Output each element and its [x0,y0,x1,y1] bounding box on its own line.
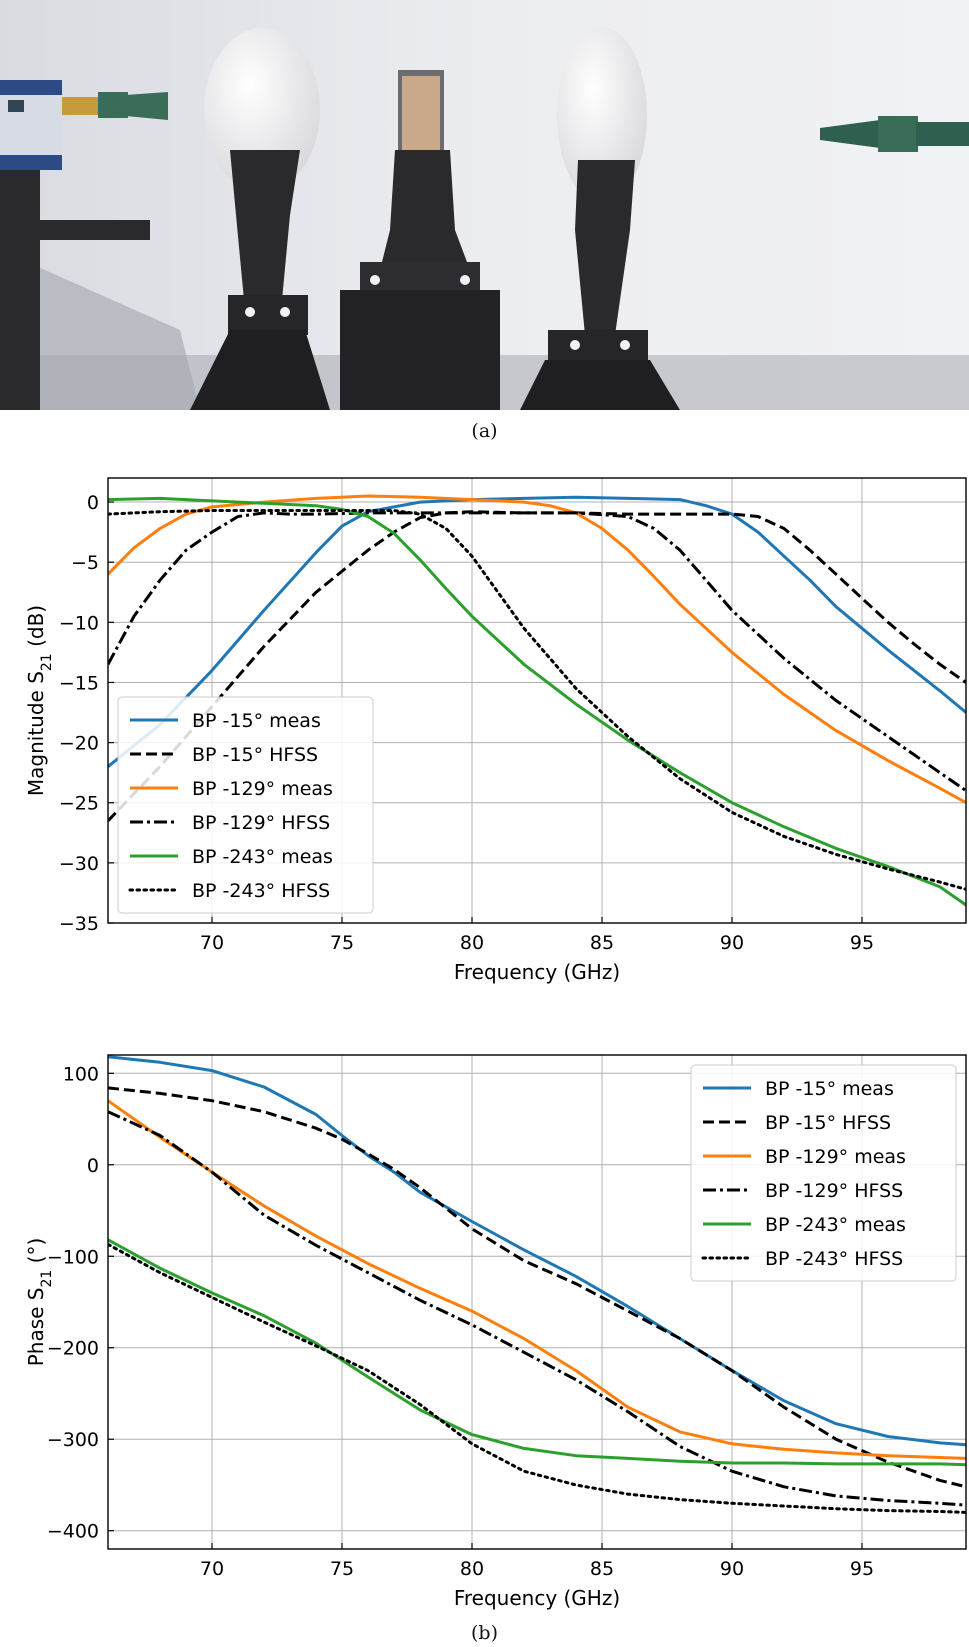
phase-ticks: 70 75 80 85 90 95 100 0 −100 −200 −300 −400 [47,1063,874,1580]
measurement-setup-photo [0,0,969,410]
series-line [108,1055,966,1447]
transmit-horn-antenna [126,92,168,120]
series-line [108,1110,966,1507]
brass-waveguide [62,97,104,115]
phase-legend: BP -15° meas BP -15° HFSS BP -129° meas BP … [690,1064,957,1282]
x-tick-label: 90 [720,932,744,954]
series-line [108,511,966,792]
magnitude-chart: 70 75 80 85 90 95 0 −5 −10 −15 −20 −25 −30 −35 Freque… [24,477,967,984]
series-line [108,495,966,768]
legend-label: BP -15° HFSS [765,1112,891,1134]
legend-label: BP -243° meas [192,846,333,868]
caption-a: (a) [471,420,498,442]
receive-waveguide [878,116,918,152]
lens-holder-right [575,160,635,335]
x-tick-label: 75 [330,1558,354,1580]
lens-holder-left [230,150,300,300]
phase-chart: 70 75 80 85 90 95 100 0 −100 −200 −300 −400 Frequen… [24,1054,967,1610]
legend-label: BP -129° meas [192,778,333,800]
legend-box [690,1064,957,1282]
series-line [108,1099,966,1460]
magnitude-plot-frame [107,477,967,924]
y-tick-label: 0 [87,1155,99,1177]
y-tick-label: 0 [87,492,99,514]
series-line [108,510,966,822]
series-line [108,1242,966,1514]
legend-label: BP -243° HFSS [765,1248,903,1270]
receive-horn-antenna [820,120,880,148]
stand-base-right [520,360,680,410]
phase-series [108,1055,966,1514]
y-tick-label: −200 [47,1338,99,1360]
y-tick-label: 100 [63,1063,99,1085]
legend-label: BP -243° meas [765,1214,906,1236]
y-tick-label: −10 [59,612,99,634]
y-tick-label: −400 [47,1521,99,1543]
legend-label: BP -129° meas [765,1146,906,1168]
x-tick-label: 80 [460,1558,484,1580]
dielectric-lens-right [557,27,647,203]
phase-x-axis-label: Frequency (GHz) [454,1586,620,1610]
x-tick-label: 80 [460,932,484,954]
legend-label: BP -129° HFSS [765,1180,903,1202]
legend-label: BP -15° meas [765,1078,894,1100]
x-tick-label: 95 [850,1558,874,1580]
fss-sample [402,76,440,152]
x-tick-label: 70 [200,1558,224,1580]
sample-holder [380,150,470,270]
series-line [108,1086,966,1489]
y-tick-label: −35 [59,913,99,935]
y-tick-label: −30 [59,853,99,875]
series-line [108,1238,966,1467]
magnitude-x-axis-label: Frequency (GHz) [454,960,620,984]
y-tick-label: −100 [47,1246,99,1268]
series-line [108,509,966,891]
magnitude-ticks: 70 75 80 85 90 95 0 −5 −10 −15 −20 −25 −30 −35 [59,492,874,954]
y-tick-label: −15 [59,672,99,694]
stand-base-left [190,330,330,410]
y-tick-label: −300 [47,1429,99,1451]
legend-label: BP -129° HFSS [192,812,330,834]
x-tick-label: 90 [720,1558,744,1580]
y-tick-label: −5 [71,552,99,574]
waveguide-flange [98,92,128,118]
magnitude-y-axis-label: Magnitude S21 (dB) [24,605,55,796]
x-tick-label: 85 [590,932,614,954]
legend-label: BP -243° HFSS [192,880,330,902]
x-tick-label: 95 [850,932,874,954]
legend-box [117,696,374,914]
y-tick-label: −20 [59,733,99,755]
magnitude-legend: BP -15° meas BP -15° HFSS BP -129° meas BP … [117,696,374,914]
x-tick-label: 70 [200,932,224,954]
series-line [108,494,966,805]
caption-b: (b) [471,1622,498,1644]
legend-label: BP -15° meas [192,710,321,732]
rotation-stage [340,290,500,410]
series-line [108,496,966,907]
magnitude-series [108,494,966,907]
x-tick-label: 75 [330,932,354,954]
legend-label: BP -15° HFSS [192,744,318,766]
phase-y-axis-label: Phase S21 (°) [24,1238,55,1367]
phase-plot-frame [107,1054,967,1550]
y-tick-label: −25 [59,793,99,815]
x-tick-label: 85 [590,1558,614,1580]
